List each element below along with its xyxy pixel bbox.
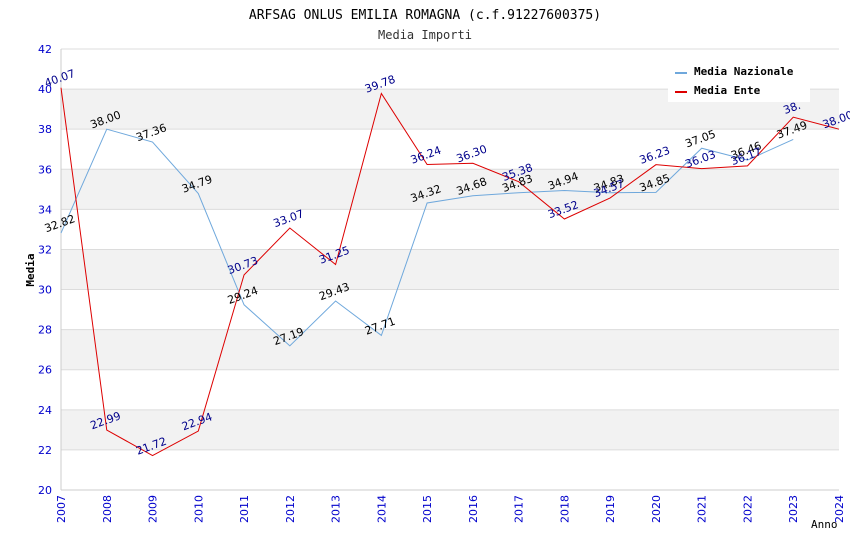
x-tick-label: 2007: [55, 495, 68, 523]
series-lines: [60, 87, 840, 457]
legend: Media Nazionale Media Ente: [668, 60, 810, 102]
legend-label-media-nazionale: Media Nazionale: [694, 65, 794, 78]
data-label: 33.07: [272, 207, 306, 230]
chart-subtitle: Media Importi: [378, 28, 472, 42]
x-axis-label: Anno: [811, 518, 838, 531]
x-tick-label: 2016: [467, 495, 480, 523]
y-tick-label: 32: [38, 243, 52, 256]
grid-band: [61, 329, 839, 370]
y-tick-label: 24: [38, 404, 52, 417]
y-tick-label: 22: [38, 444, 52, 457]
y-tick-label: 36: [38, 163, 52, 176]
axes: [60, 49, 839, 491]
x-tick-label: 2015: [421, 495, 434, 523]
data-label: 36.30: [455, 142, 489, 165]
y-tick-label: 34: [38, 203, 52, 216]
y-tick-label: 40: [38, 83, 52, 96]
grid-band: [61, 409, 839, 450]
y-tick-label: 28: [38, 324, 52, 337]
x-tick-label: 2017: [513, 495, 526, 523]
data-label: 38.: [782, 99, 803, 117]
y-tick-label: 20: [38, 484, 52, 497]
data-label: 37.05: [683, 127, 717, 150]
y-tick-label: 26: [38, 364, 52, 377]
x-tick-label: 2009: [147, 495, 160, 523]
x-tick-labels: 2007 2008 2009 2010 2011 2012 2013 2014 2015 2016…: [55, 495, 846, 523]
x-tick-label: 2013: [330, 495, 343, 523]
x-tick-label: 2020: [650, 495, 663, 523]
data-label: 36.23: [638, 144, 672, 167]
series-line-media-nazionale: [60, 128, 794, 347]
x-tick-label: 2008: [101, 495, 114, 523]
x-tick-label: 2023: [787, 495, 800, 523]
x-tick-label: 2012: [284, 495, 297, 523]
grid-band: [61, 249, 839, 290]
background-bands: [61, 89, 839, 450]
data-label: 40.07: [43, 67, 77, 90]
x-tick-label: 2022: [741, 495, 754, 523]
chart-title: ARFSAG ONLUS EMILIA ROMAGNA (c.f.9122760…: [249, 8, 601, 23]
y-tick-labels: 20 22 24 26 28 30 32 34 36 38 40 42: [38, 43, 52, 497]
x-tick-label: 2018: [558, 495, 571, 523]
y-tick-label: 38: [38, 123, 52, 136]
legend-box: [668, 60, 810, 102]
x-tick-label: 2014: [375, 495, 388, 523]
data-label: 36.03: [683, 148, 717, 171]
y-tick-label: 30: [38, 284, 52, 297]
x-tick-label: 2024: [833, 495, 846, 523]
series-line-media-ente: [60, 87, 840, 457]
x-tick-label: 2010: [192, 495, 205, 523]
legend-label-media-ente: Media Ente: [694, 84, 761, 97]
x-tick-label: 2019: [604, 495, 617, 523]
x-tick-label: 2011: [238, 495, 251, 523]
x-tick-label: 2021: [696, 495, 709, 523]
grid-band: [61, 169, 839, 210]
y-tick-label: 42: [38, 43, 52, 56]
y-axis-label: Media: [24, 253, 37, 286]
